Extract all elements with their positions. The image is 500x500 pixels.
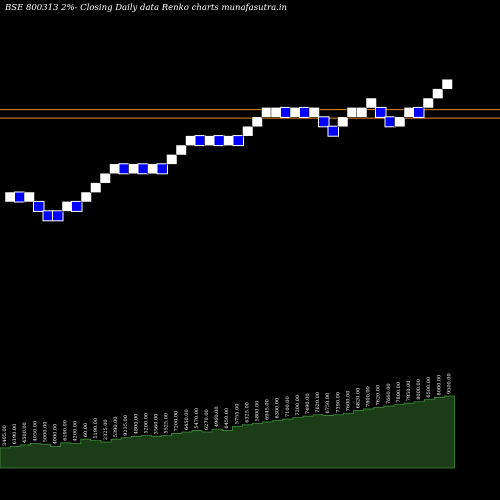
volume-label: 5470.00 [194, 408, 200, 429]
volume-label: 5755.00 [234, 404, 240, 425]
up-brick [394, 116, 406, 128]
up-brick [251, 116, 263, 128]
up-brick [403, 107, 415, 118]
volume-label: 7950.00 [406, 381, 412, 402]
volume-label: 9235.00 [123, 415, 129, 436]
up-brick [242, 125, 254, 137]
up-brick [23, 191, 35, 203]
down-brick [137, 163, 149, 175]
down-brick [232, 135, 244, 147]
up-brick [289, 107, 301, 118]
volume-label: 5200.00 [143, 413, 149, 434]
volume-label: 6750.00 [325, 393, 331, 414]
volume-label: 7200.00 [174, 411, 180, 432]
down-brick [318, 116, 330, 128]
volume-label: 7620.00 [315, 392, 321, 413]
volume-area [0, 395, 455, 469]
up-brick [223, 135, 235, 146]
volume-label: 6325.00 [244, 402, 250, 423]
volume-label: 6300.00 [275, 398, 281, 419]
up-brick [270, 107, 282, 118]
volume-label: 6450.00 [224, 408, 230, 429]
volume-label: 60.00 [83, 423, 89, 437]
down-brick [118, 163, 130, 175]
down-brick [413, 106, 425, 118]
volume-label: 8000.00 [436, 375, 442, 396]
up-brick [441, 78, 453, 90]
volume-label: 7620.00 [376, 385, 382, 406]
volume-label: 8000.00 [416, 379, 422, 400]
up-brick [337, 116, 349, 128]
up-brick [308, 107, 320, 118]
down-brick [33, 200, 45, 212]
volume-label: 7800.00 [396, 382, 402, 403]
up-brick [128, 163, 140, 175]
up-brick [365, 97, 377, 109]
down-brick [384, 116, 396, 128]
volume-label: 5525.00 [164, 413, 170, 434]
up-brick [80, 191, 92, 203]
down-brick [194, 135, 206, 147]
volume-label: 5190.00 [93, 418, 99, 439]
volume-label: 9500.00 [446, 373, 452, 394]
volume-label: 7800.00 [366, 386, 372, 407]
volume-label: 7490.00 [305, 393, 311, 414]
volume-label: 6500.00 [426, 377, 432, 398]
volume-label: 2325.00 [103, 419, 109, 440]
volume-label: 5800.00 [255, 401, 261, 422]
up-brick [109, 163, 121, 175]
down-brick [299, 106, 311, 118]
up-brick [4, 191, 16, 203]
down-brick [14, 191, 26, 203]
up-brick [61, 201, 73, 212]
volume-label: 4960.00 [214, 406, 220, 427]
volume-label: 5390.00 [113, 417, 119, 438]
volume-label: 4200.00 [73, 421, 79, 442]
up-brick [99, 172, 111, 184]
volume-label: 6450.00 [184, 409, 190, 430]
volume-label: 7390.00 [335, 392, 341, 413]
up-brick [147, 163, 159, 175]
up-brick [432, 88, 444, 99]
volume-label: 7600.00 [345, 391, 351, 412]
down-brick [327, 125, 339, 137]
up-brick [175, 144, 187, 156]
volume-label: 6945.00 [265, 399, 271, 420]
up-brick [185, 135, 197, 146]
up-brick [356, 107, 368, 118]
up-brick [204, 135, 216, 146]
volume-label: 3560.00 [154, 414, 160, 435]
down-brick [213, 135, 225, 147]
volume-label: 5000.00 [42, 422, 48, 443]
up-brick [166, 154, 178, 165]
down-brick [280, 106, 292, 118]
down-brick [52, 210, 64, 222]
chart-title: BSE 800313 2%- Closing Daily data Renko … [4, 3, 287, 13]
volume-label: 7200.00 [295, 395, 301, 416]
volume-label: 4800.00 [133, 414, 139, 435]
up-brick [90, 182, 102, 193]
volume-label: 4500.00 [22, 422, 28, 443]
up-brick [422, 97, 434, 109]
down-brick [42, 210, 54, 222]
up-brick [261, 107, 273, 118]
volume-label: 7100.00 [285, 396, 291, 417]
down-brick [156, 163, 168, 175]
down-brick [375, 106, 387, 118]
volume-label: 7660.00 [386, 383, 392, 404]
up-brick [346, 107, 358, 118]
volume-label: 6820.00 [356, 388, 362, 409]
volume-label: 6270.00 [204, 409, 210, 430]
volume-label: 4050.00 [32, 421, 38, 442]
volume-label: 6190.00 [63, 420, 69, 441]
volume-label: 4000.00 [53, 424, 59, 445]
volume-label: 6190.00 [12, 424, 18, 445]
volume-label: 3405.00 [2, 425, 8, 446]
down-brick [71, 200, 83, 212]
